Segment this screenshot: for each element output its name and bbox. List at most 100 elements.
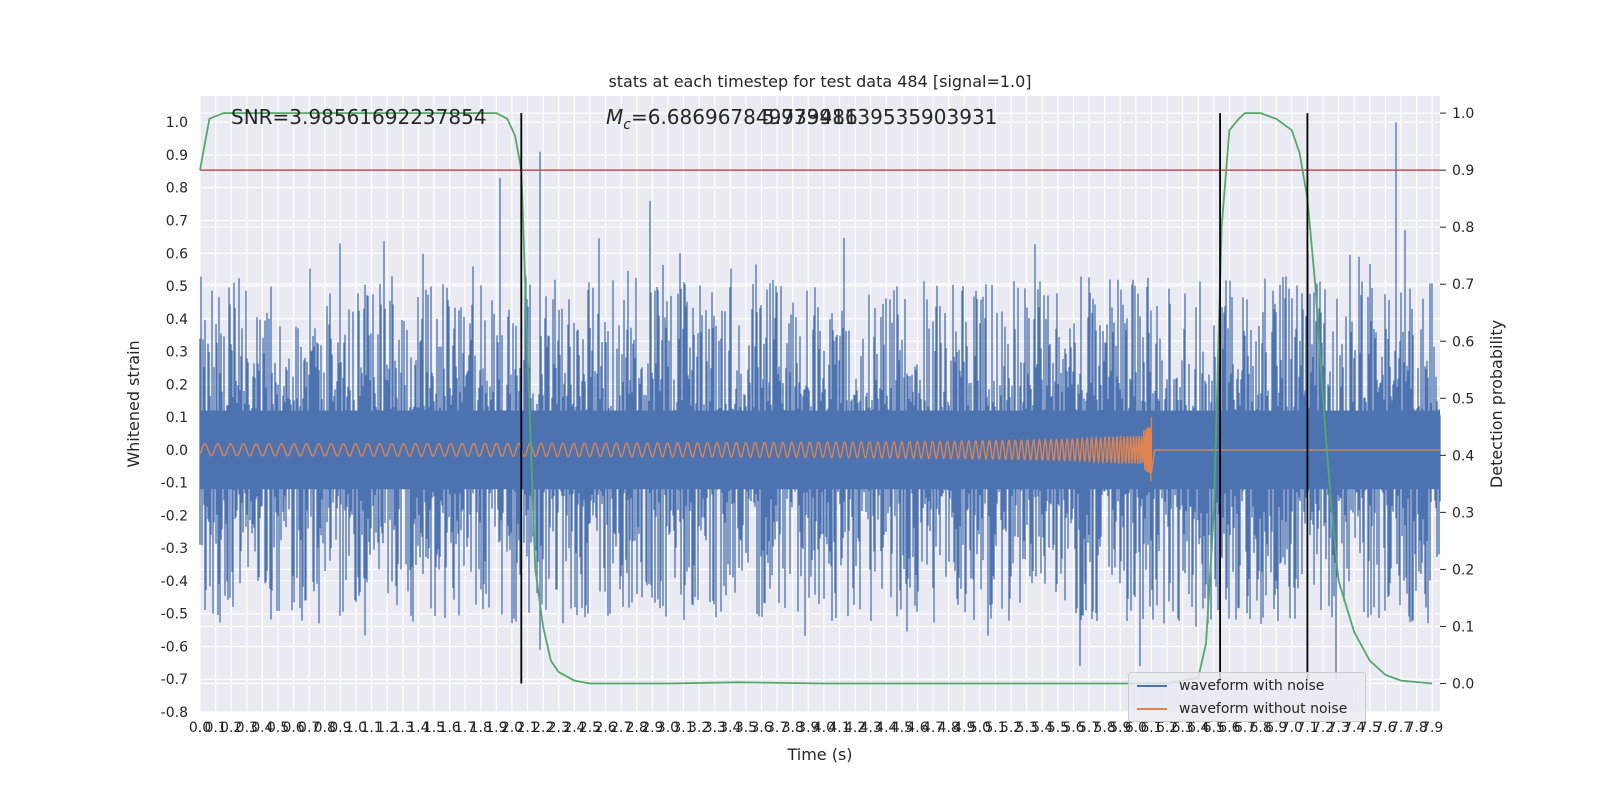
y-tick-label: -0.8 [161, 705, 188, 721]
x-tick-label: 0.8 [314, 720, 336, 736]
clean-waveform-series [199, 417, 1440, 482]
x-tick-label: 6.9 [1265, 720, 1287, 736]
x-tick-label: 1.4 [407, 720, 429, 736]
x-tick-label: 7.2 [1312, 720, 1334, 736]
y2-tick-label: 0.0 [1452, 676, 1474, 692]
y-tick-label: 0.4 [166, 312, 188, 328]
y-tick-label: 0.7 [166, 214, 188, 230]
x-tick-label: 7.5 [1359, 720, 1381, 736]
y-tick-label: -0.4 [161, 574, 188, 590]
x-tick-label: 7.4 [1343, 720, 1365, 736]
x-tick-label: 3.1 [672, 720, 694, 736]
y-tick-label: 1.0 [166, 115, 188, 131]
x-tick-label: 2.1 [516, 720, 538, 736]
y-tick-label: 0.0 [166, 443, 188, 459]
x-tick-label: 5.7 [1078, 720, 1100, 736]
x-tick-label: 0.2 [220, 720, 242, 736]
x-tick-label: 3.4 [719, 720, 741, 736]
x-tick-label: 3.3 [704, 720, 726, 736]
x-tick-label: 0.4 [251, 720, 273, 736]
y-tick-label: 0.6 [166, 246, 188, 262]
x-tick-label: 7.1 [1296, 720, 1318, 736]
x-tick-label: 2.6 [594, 720, 616, 736]
y-tick-label: -0.7 [161, 672, 188, 688]
y2-tick-label: 0.8 [1452, 220, 1474, 236]
y2-tick-label: 0.9 [1452, 163, 1474, 179]
y2-tick-label: 0.2 [1452, 562, 1474, 578]
x-tick-label: 2.3 [548, 720, 570, 736]
y2-tick-label: 0.7 [1452, 277, 1474, 293]
y-axis-label: Whitened strain [124, 340, 143, 467]
legend-swatch-noise [1137, 685, 1167, 687]
x-tick-label: 4.8 [938, 720, 960, 736]
y-tick-label: -0.5 [161, 607, 188, 623]
x-tick-label: 4.9 [953, 720, 975, 736]
x-tick-label: 1.6 [438, 720, 460, 736]
x-tick-label: 6.1 [1140, 720, 1162, 736]
y-tick-label: 0.8 [166, 181, 188, 197]
chart-title: stats at each timestep for test data 484… [608, 72, 1031, 91]
x-tick-label: 3.6 [750, 720, 772, 736]
x-tick-label: 4.1 [828, 720, 850, 736]
x-tick-label: 0.9 [329, 720, 351, 736]
x-tick-label: 0.7 [298, 720, 320, 736]
x-tick-label: 5.2 [1000, 720, 1022, 736]
x-tick-label: 4.2 [844, 720, 866, 736]
x-axis-label: Time (s) [786, 745, 852, 764]
x-tick-label: 4.7 [922, 720, 944, 736]
x-tick-label: 3.0 [657, 720, 679, 736]
x-tick-label: 5.5 [1047, 720, 1069, 736]
y-tick-label: 0.2 [166, 377, 188, 393]
y2-axis-label: Detection probability [1487, 320, 1506, 488]
y-tick-label: 0.3 [166, 345, 188, 361]
y-tick-label: 0.1 [166, 410, 188, 426]
axes: 0.00.10.20.30.40.50.60.70.80.91.01.11.21… [161, 106, 1475, 736]
y-tick-label: 0.5 [166, 279, 188, 295]
x-tick-label: 6.2 [1156, 720, 1178, 736]
x-tick-label: 4.5 [891, 720, 913, 736]
x-tick-label: 0.1 [204, 720, 226, 736]
x-tick-label: 1.5 [423, 720, 445, 736]
legend-swatch-clean [1137, 708, 1167, 710]
y2-tick-label: 0.5 [1452, 391, 1474, 407]
x-tick-label: 3.5 [735, 720, 757, 736]
legend-label-noise: waveform with noise [1179, 678, 1325, 694]
x-tick-label: 0.0 [189, 720, 211, 736]
y-tick-label: -0.1 [161, 476, 188, 492]
y-tick-label: -0.2 [161, 508, 188, 524]
x-tick-label: 2.8 [626, 720, 648, 736]
x-tick-label: 5.8 [1094, 720, 1116, 736]
y-tick-label: -0.3 [161, 541, 188, 557]
x-tick-label: 5.1 [984, 720, 1006, 736]
clean-waveform-line [199, 417, 1440, 482]
x-tick-label: 7.7 [1390, 720, 1412, 736]
x-tick-label: 3.9 [797, 720, 819, 736]
x-tick-label: 3.7 [766, 720, 788, 736]
x-tick-label: 1.8 [470, 720, 492, 736]
x-tick-label: 7.6 [1374, 720, 1396, 736]
x-tick-label: 1.0 [345, 720, 367, 736]
legend-label-clean: waveform without noise [1179, 701, 1348, 717]
x-tick-label: 6.3 [1172, 720, 1194, 736]
snr-annotation: SNR=3.98561692237854 [231, 105, 487, 129]
y2-tick-label: 0.6 [1452, 334, 1474, 350]
y2-tick-label: 0.4 [1452, 448, 1474, 464]
x-tick-label: 7.9 [1421, 720, 1443, 736]
x-tick-label: 4.4 [875, 720, 897, 736]
x-tick-label: 7.8 [1405, 720, 1427, 736]
legend-item-noise: waveform with noise [1137, 676, 1324, 696]
x-tick-label: 0.6 [282, 720, 304, 736]
x-tick-label: 7.0 [1281, 720, 1303, 736]
y-tick-label: -0.6 [161, 639, 188, 655]
x-tick-label: 1.3 [392, 720, 414, 736]
x-tick-label: 4.3 [860, 720, 882, 736]
x-tick-label: 1.1 [360, 720, 382, 736]
x-tick-label: 2.5 [579, 720, 601, 736]
x-tick-label: 5.3 [1016, 720, 1038, 736]
x-tick-label: 2.9 [641, 720, 663, 736]
overlap-annotation: 5.97391139535903931 [762, 105, 997, 129]
x-tick-label: 6.0 [1125, 720, 1147, 736]
x-tick-label: 2.2 [532, 720, 554, 736]
x-tick-label: 0.5 [267, 720, 289, 736]
x-tick-label: 3.2 [688, 720, 710, 736]
